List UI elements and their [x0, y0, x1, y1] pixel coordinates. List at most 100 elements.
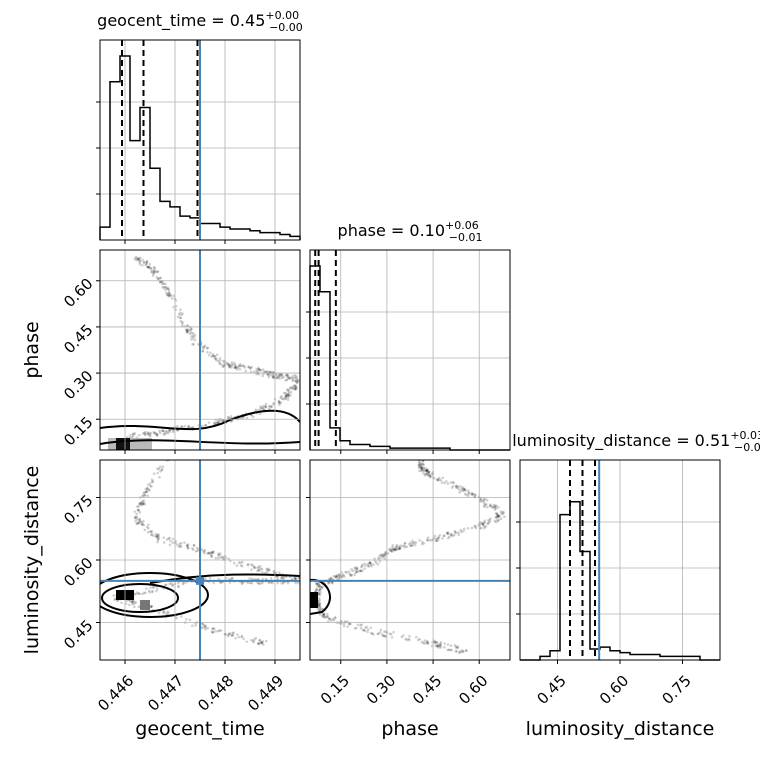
sample-point [165, 293, 169, 296]
sample-point [359, 569, 363, 573]
sample-point [257, 368, 261, 371]
sample-point [152, 272, 156, 276]
sample-point [206, 626, 210, 630]
sample-point [462, 529, 465, 533]
sample-point [176, 315, 180, 319]
contour-line [100, 572, 209, 618]
sample-point [426, 642, 430, 645]
sample-point [359, 624, 362, 627]
sample-point [201, 424, 204, 428]
sample-point [483, 519, 487, 522]
sample-point [411, 539, 414, 543]
sample-point [419, 465, 423, 468]
sample-point [441, 476, 445, 480]
sample-point [167, 291, 171, 295]
y-tick-label: 0.60 [60, 275, 96, 311]
sample-point [284, 378, 288, 382]
sample-point [493, 508, 497, 511]
sample-point [167, 294, 170, 297]
sample-point [211, 551, 215, 554]
sample-point [392, 547, 396, 551]
sample-point [188, 329, 192, 332]
sample-point [325, 615, 329, 618]
sample-point [253, 566, 256, 570]
sample-point [335, 573, 339, 577]
sample-point [210, 555, 213, 558]
sample-point [436, 646, 440, 649]
sample-point [497, 518, 501, 522]
sample-point [137, 508, 140, 512]
sample-point [453, 533, 456, 537]
sample-point [203, 548, 206, 552]
sample-point [420, 467, 423, 470]
sample-point [463, 488, 466, 491]
sample-point [264, 370, 268, 374]
sample-point [151, 480, 154, 483]
sample-point [368, 561, 371, 564]
sample-point [175, 616, 179, 620]
panel-frame [99, 249, 301, 451]
sample-point [451, 480, 455, 484]
sample-point [284, 397, 288, 401]
sample-point [241, 364, 245, 367]
sample-point [366, 562, 370, 566]
sample-point [124, 602, 128, 606]
sample-point [318, 604, 321, 607]
sample-point [158, 465, 162, 469]
sample-point [161, 465, 165, 469]
sample-point [249, 370, 253, 374]
sample-point [276, 581, 280, 585]
sample-point [180, 615, 183, 618]
sample-point [291, 387, 295, 391]
sample-point [156, 277, 160, 281]
sample-point [297, 581, 300, 585]
sample-point [291, 378, 294, 381]
sample-point [292, 386, 295, 389]
sample-point [297, 576, 300, 580]
sample-point [284, 394, 288, 398]
sample-point [257, 367, 261, 371]
sample-point [126, 435, 129, 439]
sample-point [142, 523, 146, 527]
sample-point [253, 638, 256, 641]
sample-point [347, 570, 351, 574]
sample-point [272, 376, 275, 380]
sample-point [467, 489, 470, 493]
sample-point [421, 540, 424, 544]
scatter-group [100, 255, 300, 450]
sample-point [285, 393, 288, 396]
sample-point [249, 581, 252, 585]
y-tick-label: 0.75 [60, 491, 96, 527]
sample-point [464, 649, 468, 652]
sample-point [251, 563, 254, 567]
sample-point [133, 432, 137, 435]
sample-point [463, 492, 467, 496]
sample-point [261, 404, 265, 408]
sample-point [187, 425, 191, 429]
sample-point [169, 294, 173, 297]
sample-point [460, 487, 464, 491]
sample-point [446, 643, 450, 647]
sample-point [161, 282, 164, 286]
sample-point [255, 370, 258, 373]
sample-point [213, 422, 217, 425]
sample-point [157, 533, 160, 536]
sample-point [141, 263, 144, 267]
panel-title-geocent_time: geocent_time = 0.45+0.00 −0.00 [97, 9, 303, 34]
sample-point [216, 421, 219, 424]
sample-point [428, 474, 431, 477]
sample-point [150, 485, 153, 488]
sample-point [427, 472, 430, 476]
sample-point [486, 522, 490, 526]
sample-point [230, 361, 234, 364]
sample-point [434, 539, 438, 543]
sample-point [141, 499, 145, 503]
sample-point [240, 581, 244, 585]
sample-point [399, 544, 402, 547]
sample-point [285, 378, 289, 382]
sample-point [217, 577, 220, 581]
sample-point [165, 430, 169, 434]
sample-point [418, 469, 421, 472]
sample-point [186, 329, 190, 333]
sample-point [186, 546, 190, 550]
